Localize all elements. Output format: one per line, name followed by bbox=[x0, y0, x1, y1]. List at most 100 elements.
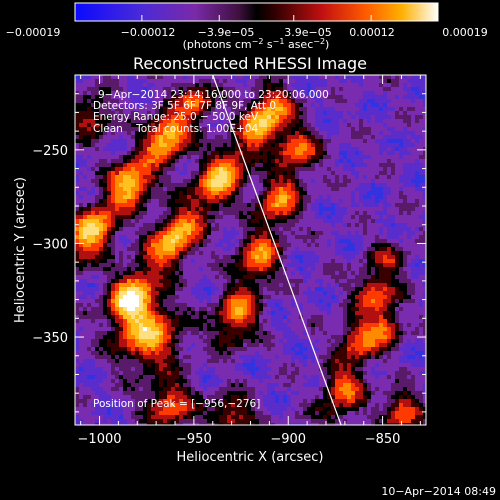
heatmap-cell bbox=[419, 163, 424, 168]
heatmap-cell bbox=[399, 171, 404, 176]
heatmap-cell bbox=[275, 75, 280, 80]
heatmap-cell bbox=[203, 175, 208, 180]
heatmap-cell bbox=[99, 227, 104, 232]
heatmap-cell bbox=[195, 147, 200, 152]
heatmap-cell bbox=[367, 87, 372, 92]
heatmap-cell bbox=[159, 199, 164, 204]
heatmap-cell bbox=[395, 275, 400, 280]
heatmap-cell bbox=[119, 131, 124, 136]
heatmap-cell bbox=[155, 287, 160, 292]
heatmap-cell bbox=[335, 135, 340, 140]
heatmap-cell bbox=[119, 207, 124, 212]
heatmap-cell bbox=[115, 247, 120, 252]
heatmap-cell bbox=[111, 131, 116, 136]
heatmap-cell bbox=[387, 159, 392, 164]
heatmap-cell bbox=[135, 191, 140, 196]
heatmap-cell bbox=[331, 295, 336, 300]
heatmap-cell bbox=[139, 211, 144, 216]
heatmap-cell bbox=[323, 279, 328, 284]
heatmap-cell bbox=[115, 231, 120, 236]
heatmap-cell bbox=[127, 175, 132, 180]
heatmap-cell bbox=[147, 175, 152, 180]
heatmap-cell bbox=[283, 199, 288, 204]
heatmap-cell bbox=[139, 151, 144, 156]
heatmap-cell bbox=[395, 95, 400, 100]
heatmap-cell bbox=[283, 219, 288, 224]
heatmap-cell bbox=[211, 259, 216, 264]
heatmap-cell bbox=[371, 159, 376, 164]
heatmap-cell bbox=[359, 247, 364, 252]
heatmap-cell bbox=[107, 291, 112, 296]
heatmap-cell bbox=[383, 123, 388, 128]
heatmap-cell bbox=[279, 291, 284, 296]
heatmap-cell bbox=[163, 135, 168, 140]
heatmap-cell bbox=[95, 171, 100, 176]
heatmap-cell bbox=[351, 159, 356, 164]
heatmap-cell bbox=[243, 203, 248, 208]
heatmap-cell bbox=[195, 211, 200, 216]
heatmap-cell bbox=[423, 227, 426, 232]
heatmap-cell bbox=[363, 83, 368, 88]
heatmap-cell bbox=[187, 243, 192, 248]
heatmap-cell bbox=[343, 271, 348, 276]
heatmap-cell bbox=[291, 215, 296, 220]
heatmap-cell bbox=[371, 211, 376, 216]
heatmap-cell bbox=[311, 275, 316, 280]
heatmap-cell bbox=[183, 191, 188, 196]
heatmap-cell bbox=[407, 159, 412, 164]
heatmap-cell bbox=[91, 163, 96, 168]
heatmap-cell bbox=[207, 259, 212, 264]
heatmap-cell bbox=[127, 227, 132, 232]
heatmap-cell bbox=[79, 139, 84, 144]
heatmap-cell bbox=[163, 247, 168, 252]
heatmap-cell bbox=[395, 243, 400, 248]
heatmap-cell bbox=[191, 247, 196, 252]
heatmap-cell bbox=[227, 175, 232, 180]
heatmap-cell bbox=[139, 267, 144, 272]
heatmap-cell bbox=[147, 231, 152, 236]
heatmap-cell bbox=[279, 171, 284, 176]
heatmap-cell bbox=[271, 287, 276, 292]
heatmap-cell bbox=[91, 251, 96, 256]
heatmap-cell bbox=[95, 215, 100, 220]
heatmap-cell bbox=[327, 83, 332, 88]
heatmap-cell bbox=[351, 279, 356, 284]
heatmap-cell bbox=[335, 127, 340, 132]
heatmap-cell bbox=[123, 227, 128, 232]
heatmap-cell bbox=[143, 127, 148, 132]
heatmap-cell bbox=[239, 259, 244, 264]
heatmap-cell bbox=[159, 95, 164, 100]
heatmap-cell bbox=[95, 155, 100, 160]
heatmap-cell bbox=[199, 223, 204, 228]
heatmap-cell bbox=[359, 211, 364, 216]
heatmap-cell bbox=[315, 243, 320, 248]
heatmap-cell bbox=[175, 267, 180, 272]
heatmap-cell bbox=[155, 91, 160, 96]
heatmap-cell bbox=[391, 191, 396, 196]
heatmap-cell bbox=[75, 151, 80, 156]
heatmap-cell bbox=[175, 283, 180, 288]
heatmap-cell bbox=[215, 279, 220, 284]
heatmap-cell bbox=[247, 191, 252, 196]
heatmap-cell bbox=[155, 231, 160, 236]
heatmap-cell bbox=[243, 103, 248, 108]
heatmap-cell bbox=[307, 143, 312, 148]
heatmap-cell bbox=[315, 187, 320, 192]
heatmap-cell bbox=[395, 255, 400, 260]
heatmap-cell bbox=[199, 139, 204, 144]
heatmap-cell bbox=[155, 291, 160, 296]
heatmap-cell bbox=[151, 175, 156, 180]
heatmap-cell bbox=[163, 87, 168, 92]
heatmap-cell bbox=[175, 223, 180, 228]
heatmap-cell bbox=[363, 139, 368, 144]
heatmap-cell bbox=[147, 155, 152, 160]
heatmap-cell bbox=[347, 123, 352, 128]
heatmap-cell bbox=[315, 111, 320, 116]
heatmap-cell bbox=[307, 179, 312, 184]
heatmap-cell bbox=[367, 251, 372, 256]
heatmap-cell bbox=[275, 87, 280, 92]
heatmap-cell bbox=[423, 87, 426, 92]
heatmap-cell bbox=[295, 107, 300, 112]
heatmap-cell bbox=[351, 239, 356, 244]
heatmap-cell bbox=[379, 127, 384, 132]
